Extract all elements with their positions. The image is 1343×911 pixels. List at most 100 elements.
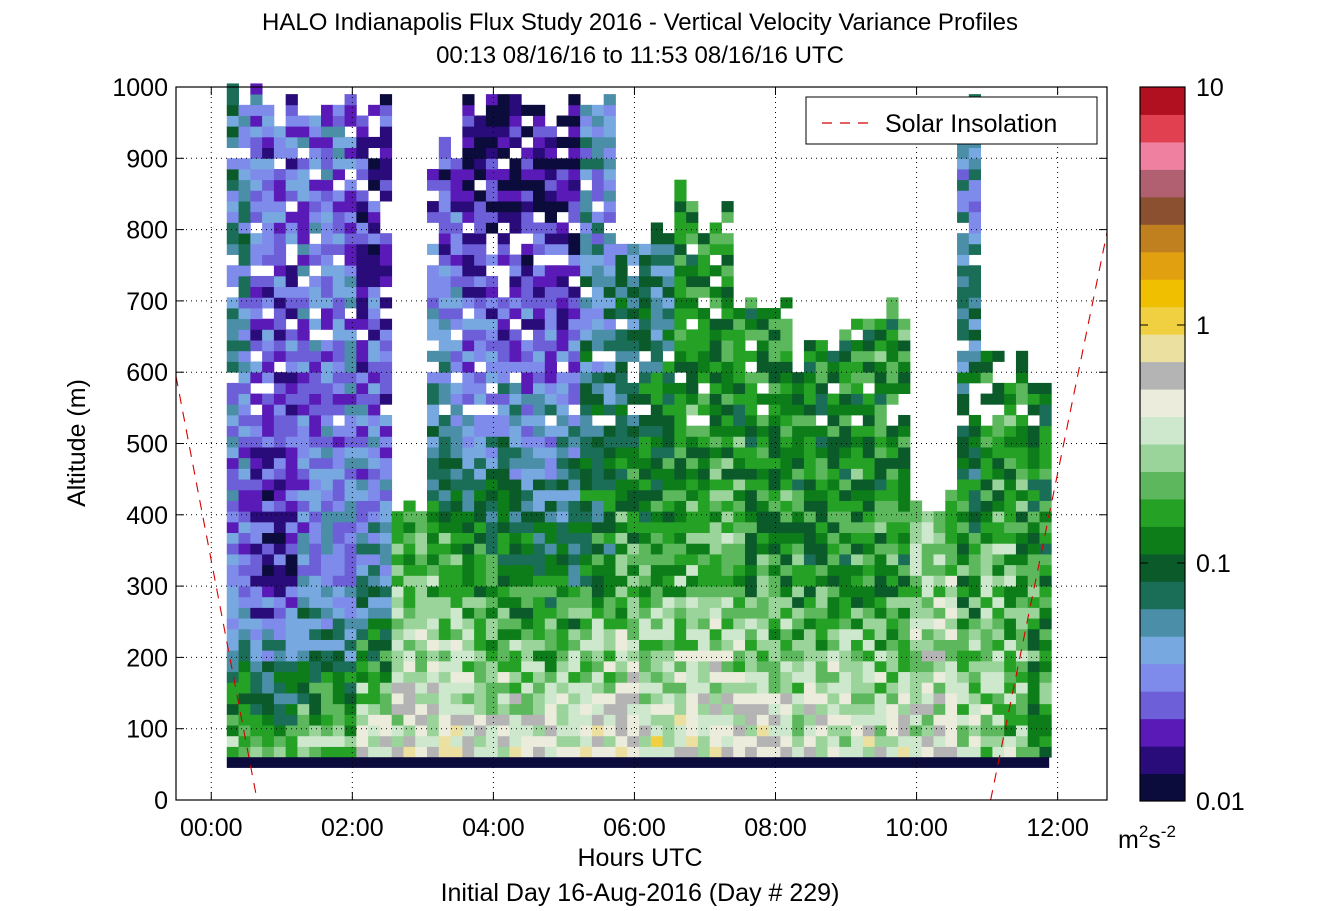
heatmap-cell <box>356 340 369 352</box>
heatmap-cell <box>580 115 593 127</box>
heatmap-cell <box>332 671 345 683</box>
heatmap-cell <box>462 671 475 683</box>
heatmap-cell <box>250 190 263 202</box>
heatmap-cell <box>438 596 451 608</box>
heatmap-cell <box>368 243 381 255</box>
heatmap-cell <box>839 425 852 437</box>
heatmap-cell <box>721 286 734 298</box>
heatmap-cell <box>226 479 239 491</box>
heatmap-cell <box>309 660 322 673</box>
heatmap-cell <box>1027 596 1040 608</box>
heatmap-cell <box>792 414 805 427</box>
heatmap-cell <box>980 693 993 705</box>
heatmap-cell <box>556 489 569 501</box>
heatmap-cell <box>839 532 852 544</box>
heatmap-cell <box>332 500 345 512</box>
heatmap-cell <box>226 350 239 362</box>
heatmap-cell <box>615 660 628 673</box>
heatmap-cell <box>851 725 864 737</box>
heatmap-cell <box>933 682 946 694</box>
heatmap-cell <box>568 94 581 106</box>
heatmap-cell <box>556 735 569 747</box>
heatmap-cell <box>309 115 322 127</box>
x-tick-label: 02:00 <box>321 814 384 842</box>
heatmap-cell <box>273 404 287 416</box>
heatmap-cell <box>957 190 970 202</box>
heatmap-cell <box>403 596 416 608</box>
heatmap-cell <box>768 479 781 491</box>
heatmap-cell <box>485 136 499 149</box>
heatmap-cell <box>533 158 546 170</box>
heatmap-cell <box>980 532 993 544</box>
heatmap-cell <box>544 275 557 288</box>
heatmap-cell <box>803 521 817 534</box>
heatmap-cell <box>332 115 345 127</box>
heatmap-cell <box>733 382 746 394</box>
heatmap-cell <box>297 393 310 405</box>
heatmap-cell <box>780 372 793 384</box>
heatmap-cell <box>250 243 263 255</box>
heatmap-cell <box>898 703 911 715</box>
heatmap-cell <box>627 671 640 683</box>
heatmap-cell <box>674 554 687 566</box>
heatmap-cell <box>745 404 758 416</box>
heatmap-cell <box>909 543 923 555</box>
heatmap-cell <box>756 340 769 352</box>
heatmap-cell <box>580 575 593 587</box>
heatmap-cell <box>827 500 840 512</box>
heatmap-cell <box>603 682 616 694</box>
heatmap-cell <box>639 468 652 480</box>
heatmap-cell <box>462 115 475 127</box>
heatmap-cell <box>615 286 628 298</box>
heatmap-cell <box>250 575 263 587</box>
heatmap-cell <box>533 436 546 448</box>
heatmap-cell <box>568 286 581 298</box>
heatmap-cell <box>1015 372 1029 384</box>
heatmap-cell <box>980 628 993 640</box>
colorbar-segment <box>1140 691 1185 720</box>
heatmap-cell <box>591 447 605 459</box>
colorbar-segment <box>1140 169 1185 198</box>
heatmap-cell <box>1004 682 1017 694</box>
heatmap-cell <box>238 190 251 202</box>
heatmap-cell <box>591 532 605 544</box>
heatmap-cell <box>568 575 581 587</box>
heatmap-cell <box>321 275 334 288</box>
heatmap-cell <box>674 222 687 234</box>
heatmap-cell <box>403 618 416 630</box>
heatmap-cell <box>992 350 1005 362</box>
heatmap-cell <box>627 607 640 619</box>
heatmap-cell <box>1015 586 1029 598</box>
heatmap-cell <box>332 265 345 277</box>
heatmap-cell <box>438 479 451 491</box>
heatmap-cell <box>1039 543 1052 555</box>
heatmap-cell <box>450 297 463 309</box>
heatmap-cell <box>662 543 675 555</box>
heatmap-cell <box>309 511 322 523</box>
heatmap-cell <box>639 243 652 255</box>
heatmap-cell <box>226 671 239 683</box>
heatmap-cell <box>238 297 251 309</box>
heatmap-cell <box>1039 746 1052 758</box>
heatmap-cell <box>379 126 393 138</box>
heatmap-cell <box>839 500 852 512</box>
heatmap-cell <box>250 211 263 223</box>
heatmap-cell <box>297 414 310 427</box>
heatmap-cell <box>662 521 675 534</box>
heatmap-cell <box>957 746 970 758</box>
heatmap-cell <box>427 500 440 512</box>
heatmap-cell <box>886 318 899 330</box>
heatmap-cell <box>709 329 722 341</box>
heatmap-cell <box>568 746 581 758</box>
colorbar-segment <box>1140 416 1185 445</box>
heatmap-cell <box>1015 382 1029 394</box>
heatmap-cell <box>238 436 251 448</box>
heatmap-cell <box>391 735 404 747</box>
heatmap-cell <box>674 703 687 715</box>
heatmap-cell <box>709 618 722 630</box>
heatmap-cell <box>497 340 510 352</box>
heatmap-cell <box>485 735 499 747</box>
heatmap-cell <box>250 628 263 640</box>
heatmap-cell <box>780 628 793 640</box>
heatmap-cell <box>309 340 322 352</box>
